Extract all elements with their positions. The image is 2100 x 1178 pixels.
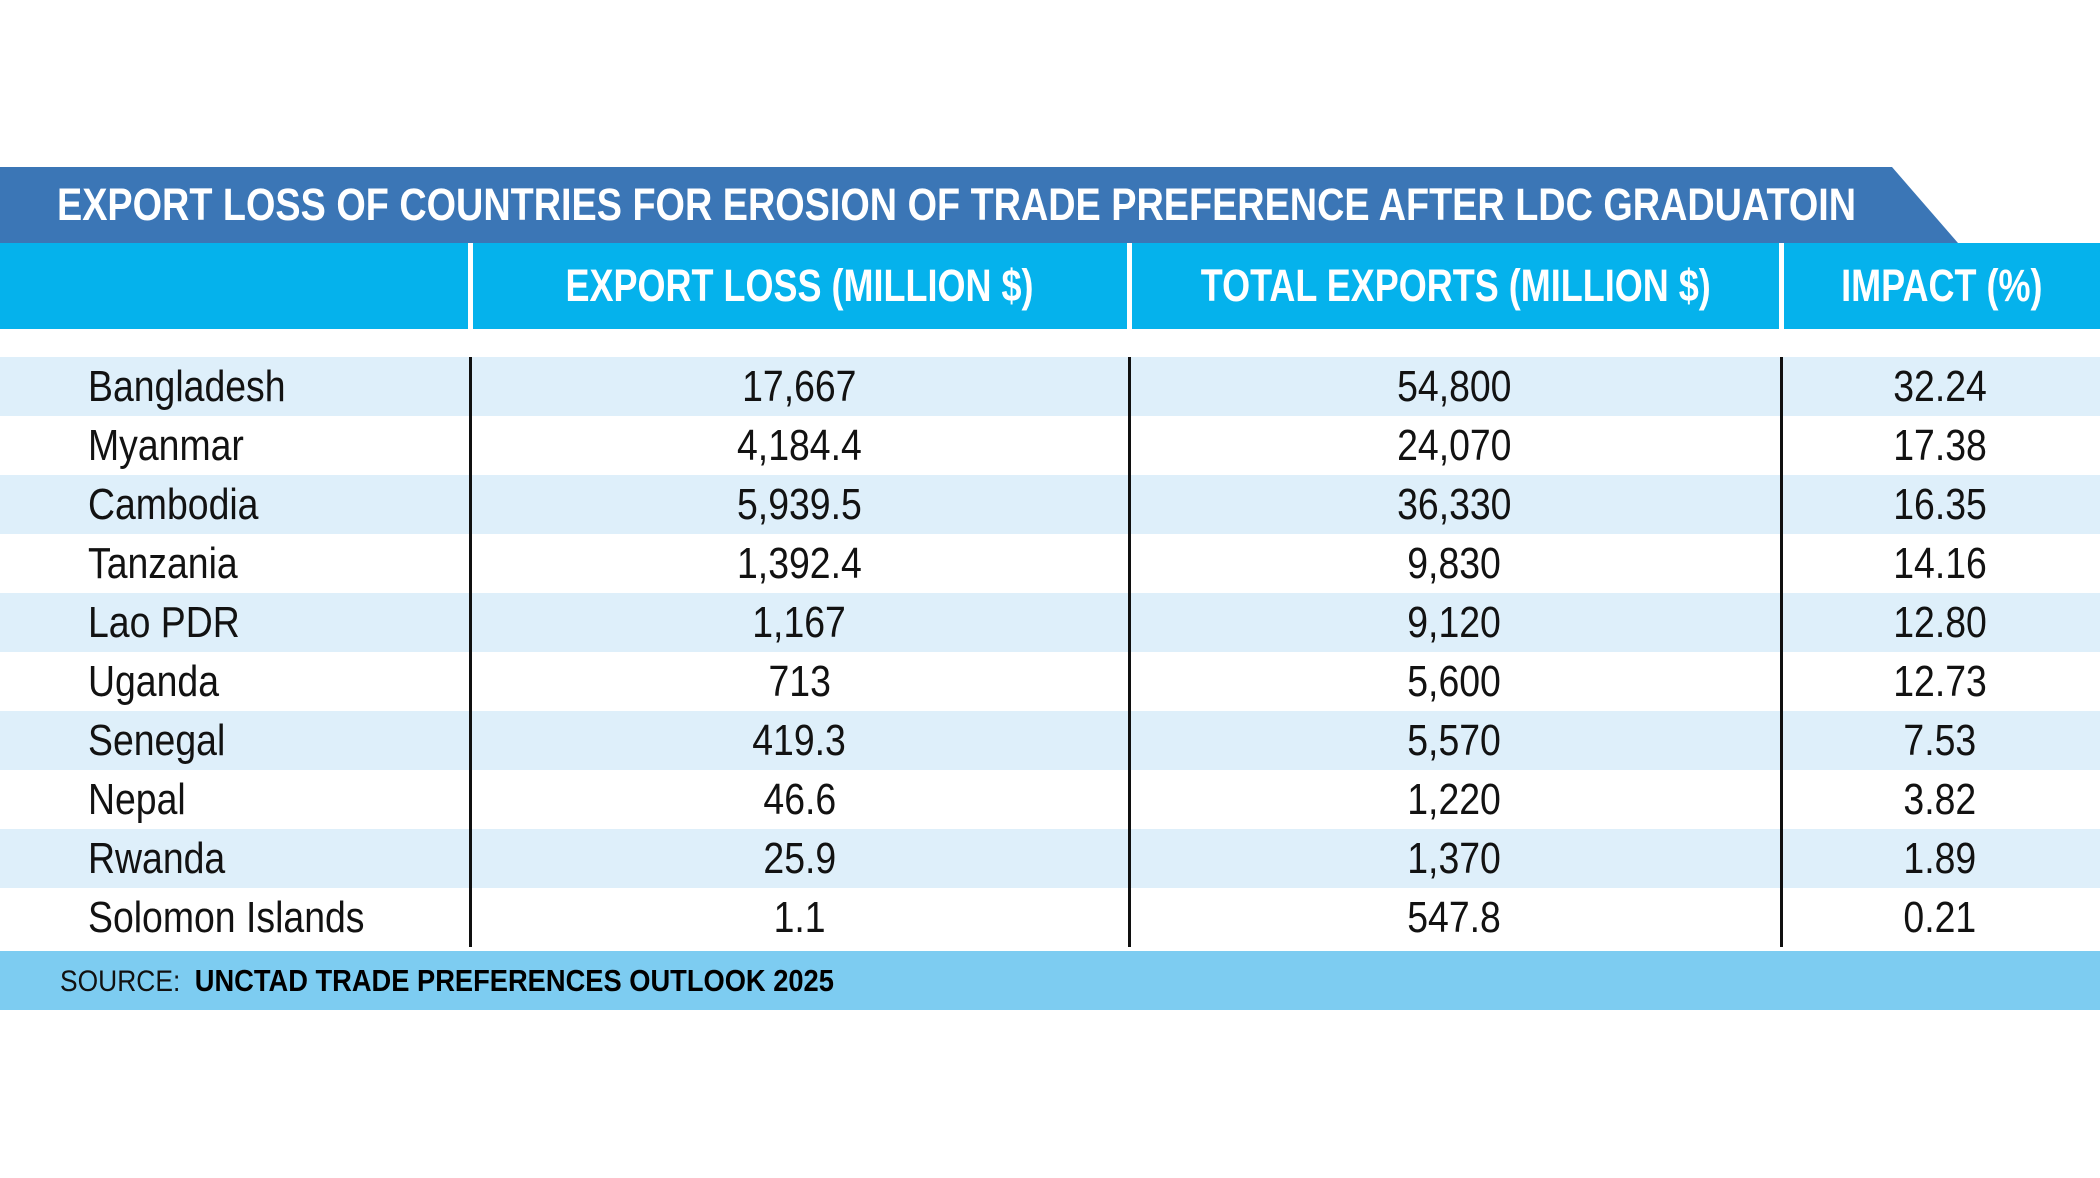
total-exports-cell: 9,830 xyxy=(1407,538,1502,588)
export-loss-cell: 1,167 xyxy=(752,597,847,647)
table-header-row: EXPORT LOSS (MILLION $) TOTAL EXPORTS (M… xyxy=(0,243,2100,329)
total-exports-cell: 24,070 xyxy=(1397,420,1512,470)
table-row: Myanmar 4,184.4 24,070 17.38 xyxy=(0,416,2100,475)
source-text: UNCTAD TRADE PREFERENCES OUTLOOK 2025 xyxy=(194,962,834,998)
header-divider xyxy=(468,243,473,329)
impact-cell: 0.21 xyxy=(1903,892,1977,942)
country-cell: Bangladesh xyxy=(88,361,286,411)
country-cell: Myanmar xyxy=(88,420,244,470)
title-banner: EXPORT LOSS OF COUNTRIES FOR EROSION OF … xyxy=(0,167,1958,243)
total-exports-cell: 36,330 xyxy=(1397,479,1512,529)
impact-cell: 12.73 xyxy=(1893,656,1987,706)
country-cell: Solomon Islands xyxy=(88,892,365,942)
total-exports-cell: 1,370 xyxy=(1407,833,1502,883)
export-loss-cell: 1,392.4 xyxy=(737,538,862,588)
country-cell: Lao PDR xyxy=(88,597,240,647)
export-loss-cell: 25.9 xyxy=(763,833,836,883)
total-exports-cell: 5,570 xyxy=(1407,715,1502,765)
table-row: Cambodia 5,939.5 36,330 16.35 xyxy=(0,475,2100,534)
source-line: SOURCE: UNCTAD TRADE PREFERENCES OUTLOOK… xyxy=(60,963,834,999)
column-header-export-loss: EXPORT LOSS (MILLION $) xyxy=(565,260,1035,311)
country-cell: Tanzania xyxy=(88,538,238,588)
table-row: Senegal 419.3 5,570 7.53 xyxy=(0,711,2100,770)
impact-cell: 14.16 xyxy=(1893,538,1987,588)
column-divider xyxy=(1780,357,1783,947)
impact-cell: 1.89 xyxy=(1903,833,1977,883)
table-row: Solomon Islands 1.1 547.8 0.21 xyxy=(0,888,2100,947)
export-loss-cell: 1.1 xyxy=(773,892,826,942)
total-exports-cell: 9,120 xyxy=(1407,597,1502,647)
export-loss-cell: 419.3 xyxy=(752,715,847,765)
table-row: Uganda 713 5,600 12.73 xyxy=(0,652,2100,711)
impact-cell: 12.80 xyxy=(1893,597,1987,647)
total-exports-cell: 547.8 xyxy=(1407,892,1502,942)
export-loss-cell: 713 xyxy=(768,656,831,706)
impact-cell: 32.24 xyxy=(1893,361,1987,411)
export-loss-cell: 4,184.4 xyxy=(737,420,862,470)
column-header-total-exports: TOTAL EXPORTS (MILLION $) xyxy=(1200,260,1711,311)
total-exports-cell: 5,600 xyxy=(1407,656,1502,706)
header-divider xyxy=(1779,243,1784,329)
export-loss-cell: 5,939.5 xyxy=(737,479,862,529)
column-divider xyxy=(469,357,472,947)
column-header-impact: IMPACT (%) xyxy=(1841,260,2043,311)
export-loss-cell: 17,667 xyxy=(742,361,857,411)
impact-cell: 7.53 xyxy=(1903,715,1977,765)
impact-cell: 3.82 xyxy=(1903,774,1977,824)
header-divider xyxy=(1127,243,1132,329)
impact-cell: 17.38 xyxy=(1893,420,1987,470)
source-label: SOURCE: xyxy=(60,964,181,998)
country-cell: Rwanda xyxy=(88,833,226,883)
country-cell: Senegal xyxy=(88,715,226,765)
table-row: Tanzania 1,392.4 9,830 14.16 xyxy=(0,534,2100,593)
export-loss-cell: 46.6 xyxy=(763,774,836,824)
table-row: Lao PDR 1,167 9,120 12.80 xyxy=(0,593,2100,652)
table-row: Nepal 46.6 1,220 3.82 xyxy=(0,770,2100,829)
source-bar: SOURCE: UNCTAD TRADE PREFERENCES OUTLOOK… xyxy=(0,951,2100,1010)
impact-cell: 16.35 xyxy=(1893,479,1987,529)
total-exports-cell: 54,800 xyxy=(1397,361,1512,411)
country-cell: Nepal xyxy=(88,774,186,824)
table-row: Bangladesh 17,667 54,800 32.24 xyxy=(0,357,2100,416)
table-row: Rwanda 25.9 1,370 1.89 xyxy=(0,829,2100,888)
column-divider xyxy=(1128,357,1131,947)
country-cell: Uganda xyxy=(88,656,220,706)
total-exports-cell: 1,220 xyxy=(1407,774,1502,824)
country-cell: Cambodia xyxy=(88,479,259,529)
table-body: Bangladesh 17,667 54,800 32.24 Myanmar 4… xyxy=(0,357,2100,947)
page-title: EXPORT LOSS OF COUNTRIES FOR EROSION OF … xyxy=(57,179,1857,230)
